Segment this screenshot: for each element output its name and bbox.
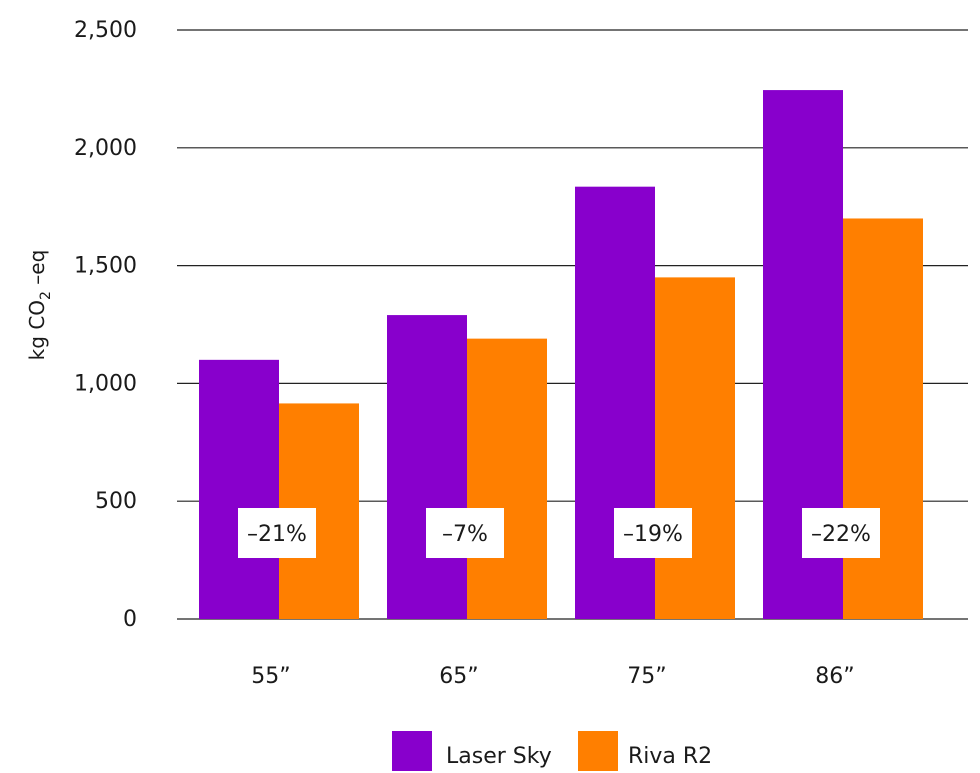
y-tick-labels: 0 500 1,000 1,500 2,000 2,500 (74, 18, 137, 632)
y-tick-label: 500 (95, 489, 137, 514)
annotation-text: –19% (623, 522, 683, 547)
x-category-label: 75” (627, 664, 666, 689)
legend: Laser Sky Riva R2 (392, 731, 712, 771)
annotation-box (802, 508, 880, 558)
y-tick-label: 0 (123, 607, 137, 632)
legend-label: Riva R2 (628, 744, 712, 769)
y-axis-label-subscript: 2 (38, 291, 54, 300)
y-axis-label: kg CO2 –eq (25, 250, 54, 361)
y-axis-label-prefix: kg CO (25, 300, 49, 360)
legend-swatch (578, 731, 618, 771)
y-tick-label: 2,500 (74, 18, 137, 43)
difference-annotations: –21% –7% –19% –22% (238, 508, 880, 558)
bar-riva-r2-3 (655, 277, 735, 619)
x-category-labels: 55” 65” 75” 86” (251, 664, 854, 689)
bar-laser-sky-1 (199, 359, 279, 619)
legend-item: Riva R2 (578, 731, 712, 771)
bars (199, 90, 923, 620)
bar-laser-sky-2 (387, 315, 467, 619)
y-tick-label: 2,000 (74, 136, 137, 161)
legend-label: Laser Sky (446, 744, 552, 769)
difference-annotation: –7% (426, 508, 504, 558)
legend-item: Laser Sky (392, 731, 552, 771)
annotation-text: –21% (247, 522, 307, 547)
annotation-box (238, 508, 316, 558)
annotation-box (426, 508, 504, 558)
x-category-label: 65” (439, 664, 478, 689)
y-tick-label: 1,000 (74, 371, 137, 396)
x-category-label: 86” (815, 664, 854, 689)
difference-annotation: –21% (238, 508, 316, 558)
difference-annotation: –22% (802, 508, 880, 558)
difference-annotation: –19% (614, 508, 692, 558)
x-category-label: 55” (251, 664, 290, 689)
bar-riva-r2-2 (467, 338, 547, 619)
bar-riva-r2-4 (843, 218, 923, 620)
y-tick-label: 1,500 (74, 254, 137, 279)
annotation-text: –7% (442, 522, 488, 547)
y-axis-label-suffix: –eq (25, 250, 49, 291)
annotation-text: –22% (811, 522, 871, 547)
annotation-box (614, 508, 692, 558)
legend-swatch (392, 731, 432, 771)
